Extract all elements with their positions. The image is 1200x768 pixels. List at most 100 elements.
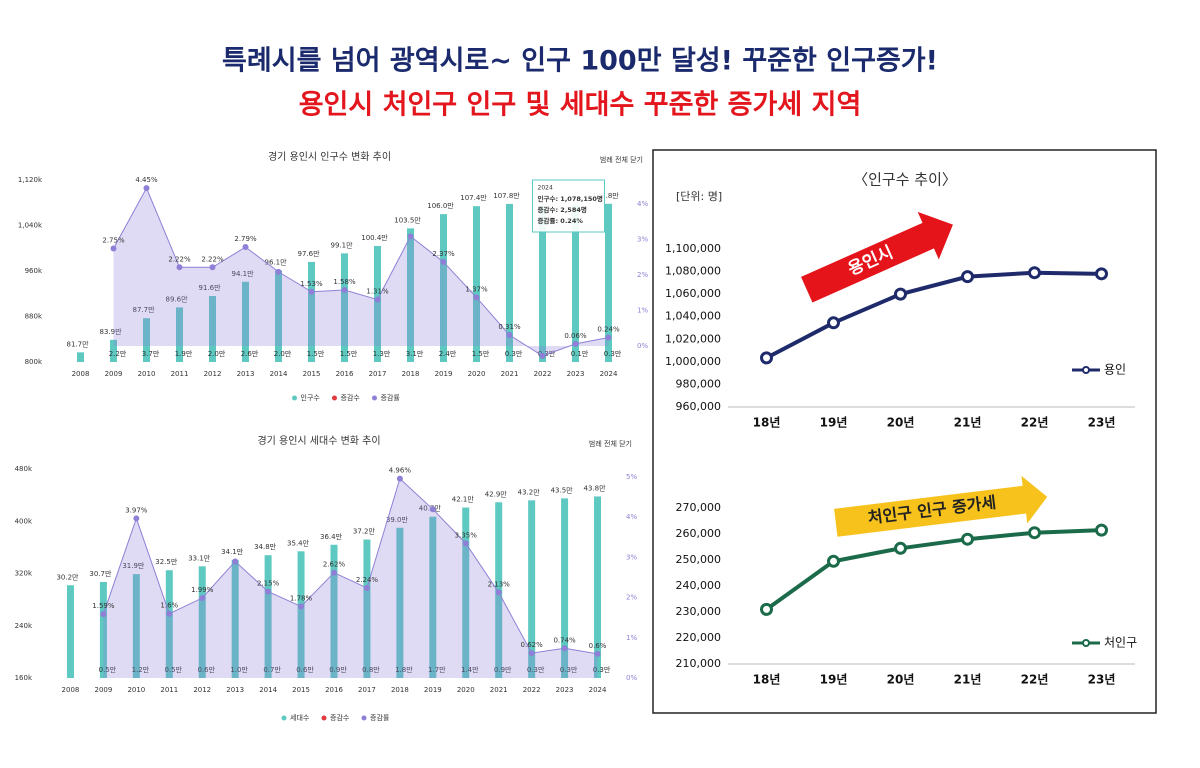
y-tick-label: 240,000 [676,579,722,592]
bar-label: 32.5만 [155,557,178,566]
y-tick-label: 1,100,000 [665,242,721,255]
point [961,270,974,284]
bar-label: 42.9만 [485,489,508,498]
x-tick-label: 2018 [402,370,420,378]
unit-label: [단위: 명] [676,190,722,203]
rate-point [407,233,414,240]
legend-label[interactable]: 증감률 [381,394,401,402]
rate-point [473,294,480,301]
bar [341,253,348,362]
arrow-shape [801,211,953,303]
x-tick-label: 2010 [138,370,156,378]
x-tick-label: 21년 [954,673,982,687]
bar-label: 87.7만 [132,305,155,314]
bar [374,245,381,362]
legend-marker [292,395,297,401]
point [1095,523,1108,537]
legend-label[interactable]: 증감수 [341,394,361,402]
point [1028,266,1041,280]
y-tick-label: 1,040k [18,222,43,230]
x-tick-label: 2019 [435,370,453,378]
bar [242,281,249,362]
bar-label: 89.6만 [165,294,188,303]
rate-label: 0.6% [589,642,607,650]
tooltip-line: 인구수: 1,078,150명 [538,194,603,203]
bar [308,261,315,362]
rate-point [275,268,282,275]
rate-point [209,264,216,271]
change-label: 0.8만 [362,665,380,674]
change-label: 1.8만 [395,665,413,674]
rate-label: 2.22% [201,255,224,263]
rate-label: 2.15% [257,580,280,588]
legend-toggle[interactable]: 범례 전체 닫기 [589,439,632,448]
bar [594,496,602,678]
legend-label[interactable]: 증감률 [370,714,390,722]
rate-point [605,334,612,341]
change-label: 0.6만 [197,665,215,674]
x-tick-label: 2008 [72,370,90,378]
x-tick-label: 2024 [600,370,618,378]
rate-label: 0.24% [597,326,620,334]
change-label: 3.1만 [406,349,424,358]
y2-tick-label: 3% [637,236,648,244]
rate-point [506,332,513,339]
y-tick-label: 1,020,000 [665,332,721,345]
x-tick-label: 2013 [237,370,255,378]
bar [506,203,513,362]
change-label: 1.4만 [461,665,479,674]
rate-point [561,645,568,652]
legend-toggle[interactable]: 범례 전체 닫기 [600,155,643,164]
bar-label: 107.8만 [592,191,619,200]
rate-point [298,603,305,610]
x-tick-label: 18년 [753,673,781,687]
rate-label: 0.74% [553,636,576,644]
point [1028,526,1041,540]
y2-tick-label: 1% [626,634,637,642]
rate-label: 0.62% [521,641,544,649]
bar [330,544,338,678]
rate-label: 1.6% [160,602,178,610]
change-label: 0.3만 [527,665,545,674]
arrow-yongin: 용인시 [801,211,953,303]
change-label: 0.1만 [571,349,589,358]
rate-point [396,475,403,482]
legend-label[interactable]: 증감수 [330,714,350,722]
point [827,316,840,330]
headline: 특례시를 넘어 광역시로~ 인구 100만 달성! 꾸준한 인구증가! [222,46,938,77]
change-label: 0.9만 [494,665,512,674]
x-tick-label: 2021 [490,686,508,694]
change-label: 1.7만 [428,665,446,674]
y-tick-label: 980,000 [676,377,722,390]
chart-title: 경기 용인시 세대수 변화 추이 [257,434,380,447]
point [760,351,773,365]
change-label: 2.6만 [241,349,259,358]
bar-label: 34.1만 [221,547,244,556]
x-tick-label: 22년 [1021,673,1049,687]
x-tick-label: 2017 [369,370,387,378]
panel-border [652,149,1157,714]
rate-label: 2.75% [102,236,125,244]
tooltip-line: 증감수: 2,584명 [538,205,587,214]
rate-point [232,558,239,565]
y-tick-label: 960,000 [676,400,722,413]
rate-label: 1.78% [290,594,313,602]
bar [209,296,216,362]
bar [132,574,140,678]
y2-tick-label: 1% [637,307,648,315]
x-tick-label: 2022 [523,686,541,694]
bar-label: 34.8만 [254,542,277,551]
y-tick-label: 260,000 [676,527,722,540]
rate-point [308,288,315,295]
x-tick-label: 2014 [259,686,277,694]
point [760,602,773,616]
legend-label[interactable]: 인구수 [301,393,321,402]
change-label: 0.3만 [593,665,611,674]
x-tick-label: 2016 [325,686,343,694]
rate-label: 4.96% [389,467,412,475]
bar-label: 31.9만 [122,561,145,570]
legend-label[interactable]: 세대수 [290,713,310,722]
bar [264,555,272,678]
